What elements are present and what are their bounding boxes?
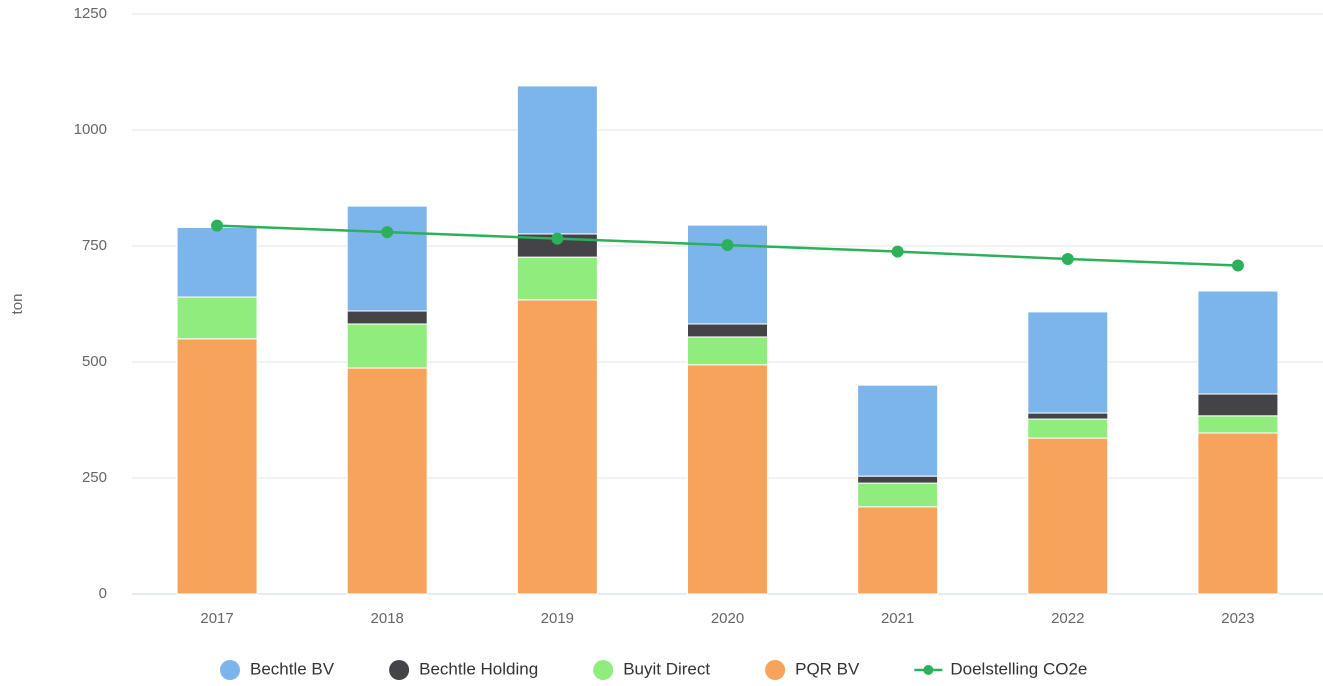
target-point [1231,259,1244,272]
bar-segment [516,256,598,301]
bar-segment [516,85,598,235]
x-tick-label: 2019 [541,610,574,627]
x-tick-label: 2020 [711,610,744,627]
bar-segment [687,323,768,338]
x-tick-label: 2021 [881,610,914,627]
legend-label: Doelstelling CO2e [950,659,1087,678]
target-point [891,245,904,258]
bar-segment [1197,393,1279,417]
bar-segment [346,310,428,325]
bar-segment [857,384,939,477]
bar-segment [687,364,768,595]
bar-segment [176,338,258,595]
bar-segment [346,367,428,595]
legend-symbol [220,660,240,680]
legend-symbol [389,660,410,680]
x-tick-label: 2023 [1221,610,1254,627]
y-tick-label: 1250 [74,5,107,22]
target-point [721,239,734,252]
y-tick-label: 1000 [74,121,107,138]
legend-symbol [923,665,934,675]
target-point [381,226,394,239]
bar-segment [1027,412,1109,420]
bar-segment [1197,432,1279,595]
bar-segment [857,475,939,484]
legend-symbol [765,660,786,680]
y-axis-label: ton [9,294,26,315]
legend-label: Bechtle Holding [419,659,538,678]
bar-segment [1027,437,1109,595]
bar-segment [176,226,258,298]
x-tick-label: 2018 [371,610,404,627]
bar-segment [857,506,939,595]
target-point [211,219,224,232]
bar-segment [1197,415,1279,434]
bar-segment [346,205,428,312]
bar-segment [346,323,428,369]
x-tick-label: 2017 [200,610,233,627]
y-tick-label: 0 [99,585,107,602]
bar-segment [687,336,768,366]
y-tick-label: 500 [82,353,107,370]
bar-segment [1027,311,1109,414]
target-point [1061,252,1074,265]
legend-label: Bechtle BV [250,659,335,678]
y-tick-label: 250 [82,469,107,486]
legend-symbol [593,660,614,680]
bar-segment [857,482,939,508]
legend-label: PQR BV [795,659,860,678]
bar-segment [176,296,258,340]
bar-segment [1027,418,1109,439]
bar-segment [516,299,598,595]
x-tick-label: 2022 [1051,610,1084,627]
legend-label: Buyit Direct [623,659,710,678]
bar-segment [1197,290,1279,395]
y-tick-label: 750 [82,237,107,254]
target-point [551,232,564,245]
